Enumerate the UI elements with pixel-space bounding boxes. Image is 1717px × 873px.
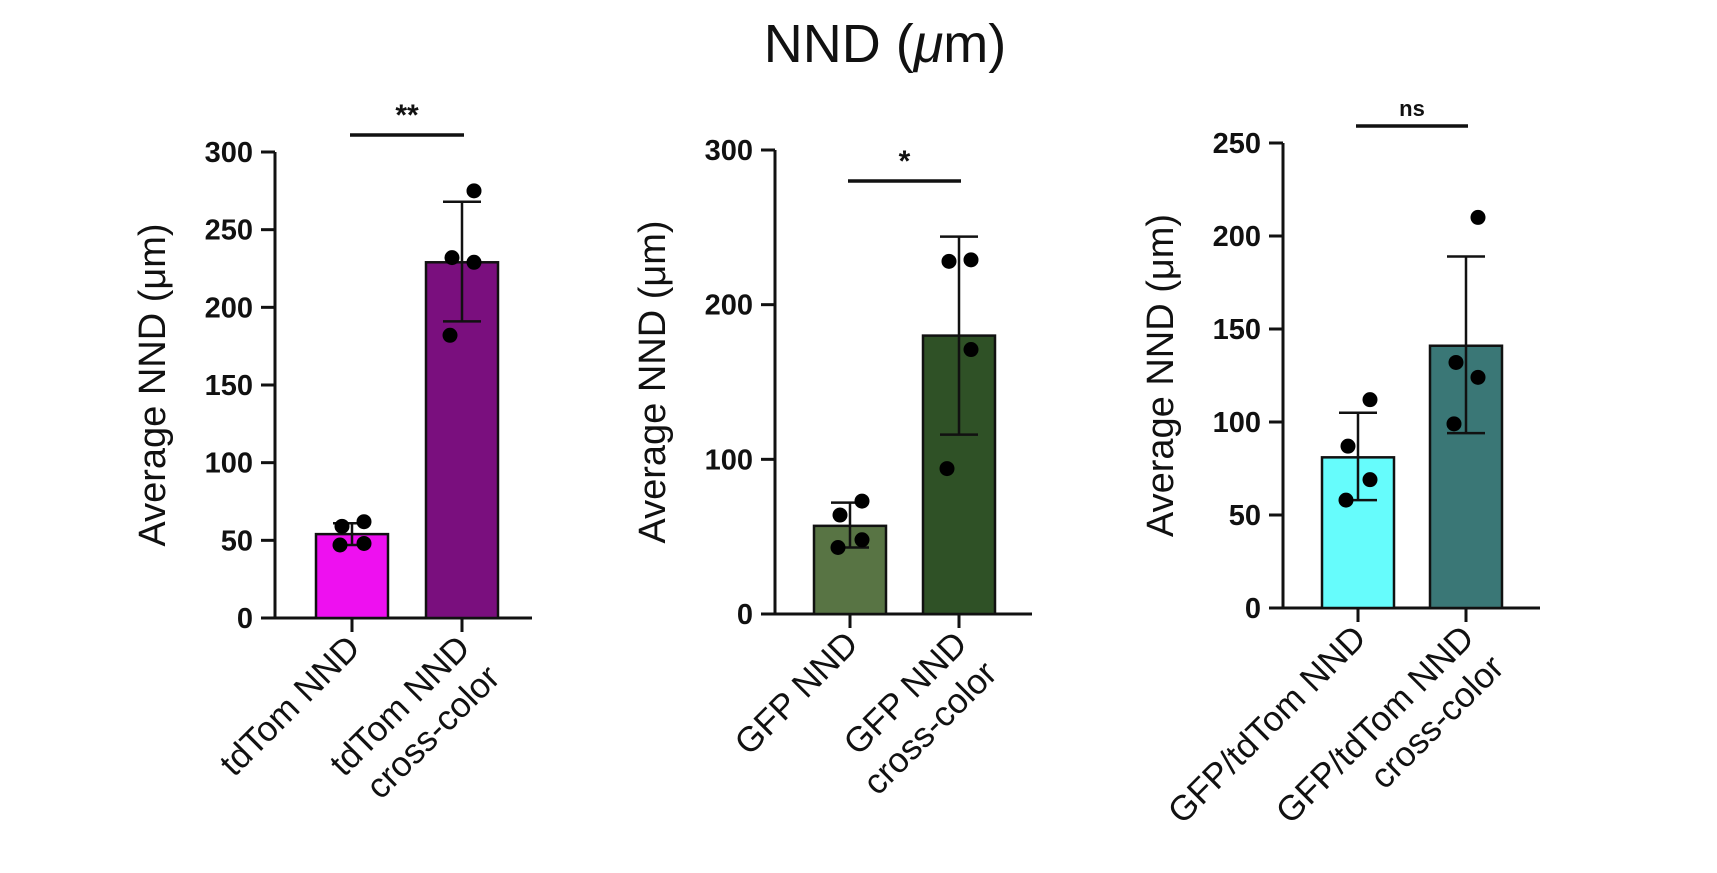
- y-tick-label: 300: [205, 137, 253, 169]
- y-tick-label: 100: [1213, 407, 1261, 439]
- x-category-label: GFP/tdTom NNDcross-color: [1268, 618, 1511, 861]
- y-tick-label: 250: [205, 215, 253, 247]
- data-point: [444, 250, 460, 266]
- data-point: [854, 532, 870, 548]
- data-point: [963, 252, 979, 268]
- x-category-label-line: GFP/tdTom NND: [1160, 618, 1373, 831]
- y-axis-label: Average NND (μm): [1140, 214, 1182, 537]
- data-point: [356, 514, 372, 530]
- figure-title: NND (μm): [764, 14, 1007, 74]
- significance-label: ns: [1399, 96, 1425, 121]
- data-point: [466, 183, 482, 199]
- data-point: [334, 518, 350, 534]
- y-tick-label: 0: [237, 603, 253, 635]
- data-point: [963, 342, 979, 358]
- y-tick-label: 100: [205, 448, 253, 480]
- data-point: [332, 537, 348, 553]
- significance-label: **: [395, 99, 419, 132]
- chart-panel-3: 0 50 100 150 200 250 Average NND (μm) GFP/tdTom…: [1140, 96, 1540, 861]
- data-point: [1338, 492, 1354, 508]
- y-tick-label: 200: [705, 290, 753, 322]
- y-tick-label: 150: [1213, 314, 1261, 346]
- significance-label: *: [899, 145, 911, 178]
- data-point: [830, 539, 846, 555]
- y-tick-label: 200: [205, 292, 253, 324]
- y-tick-label: 250: [1213, 128, 1261, 160]
- data-point: [1448, 354, 1464, 370]
- data-point: [854, 493, 870, 509]
- data-point: [356, 535, 372, 551]
- data-point: [1362, 472, 1378, 488]
- y-tick-label: 50: [1229, 500, 1261, 532]
- y-tick-label: 200: [1213, 221, 1261, 253]
- bar: [812, 524, 888, 616]
- bar: [314, 532, 390, 620]
- data-point: [939, 461, 955, 477]
- data-point: [1340, 438, 1356, 454]
- y-axis-label: Average NND (μm): [632, 220, 674, 543]
- y-tick-label: 50: [221, 525, 253, 557]
- y-tick-label: 100: [705, 444, 753, 476]
- data-point: [442, 327, 458, 343]
- y-tick-label: 300: [705, 135, 753, 167]
- x-category-label: GFP/tdTom NND: [1160, 618, 1373, 831]
- y-tick-label: 0: [1245, 593, 1261, 625]
- data-point: [941, 253, 957, 269]
- data-point: [1470, 369, 1486, 385]
- data-point: [832, 507, 848, 523]
- data-point: [466, 254, 482, 270]
- data-point: [1446, 416, 1462, 432]
- y-tick-label: 150: [205, 370, 253, 402]
- y-axis-label: Average NND (μm): [132, 223, 174, 546]
- data-point: [1362, 392, 1378, 408]
- y-tick-label: 0: [737, 599, 753, 631]
- data-point: [1470, 209, 1486, 225]
